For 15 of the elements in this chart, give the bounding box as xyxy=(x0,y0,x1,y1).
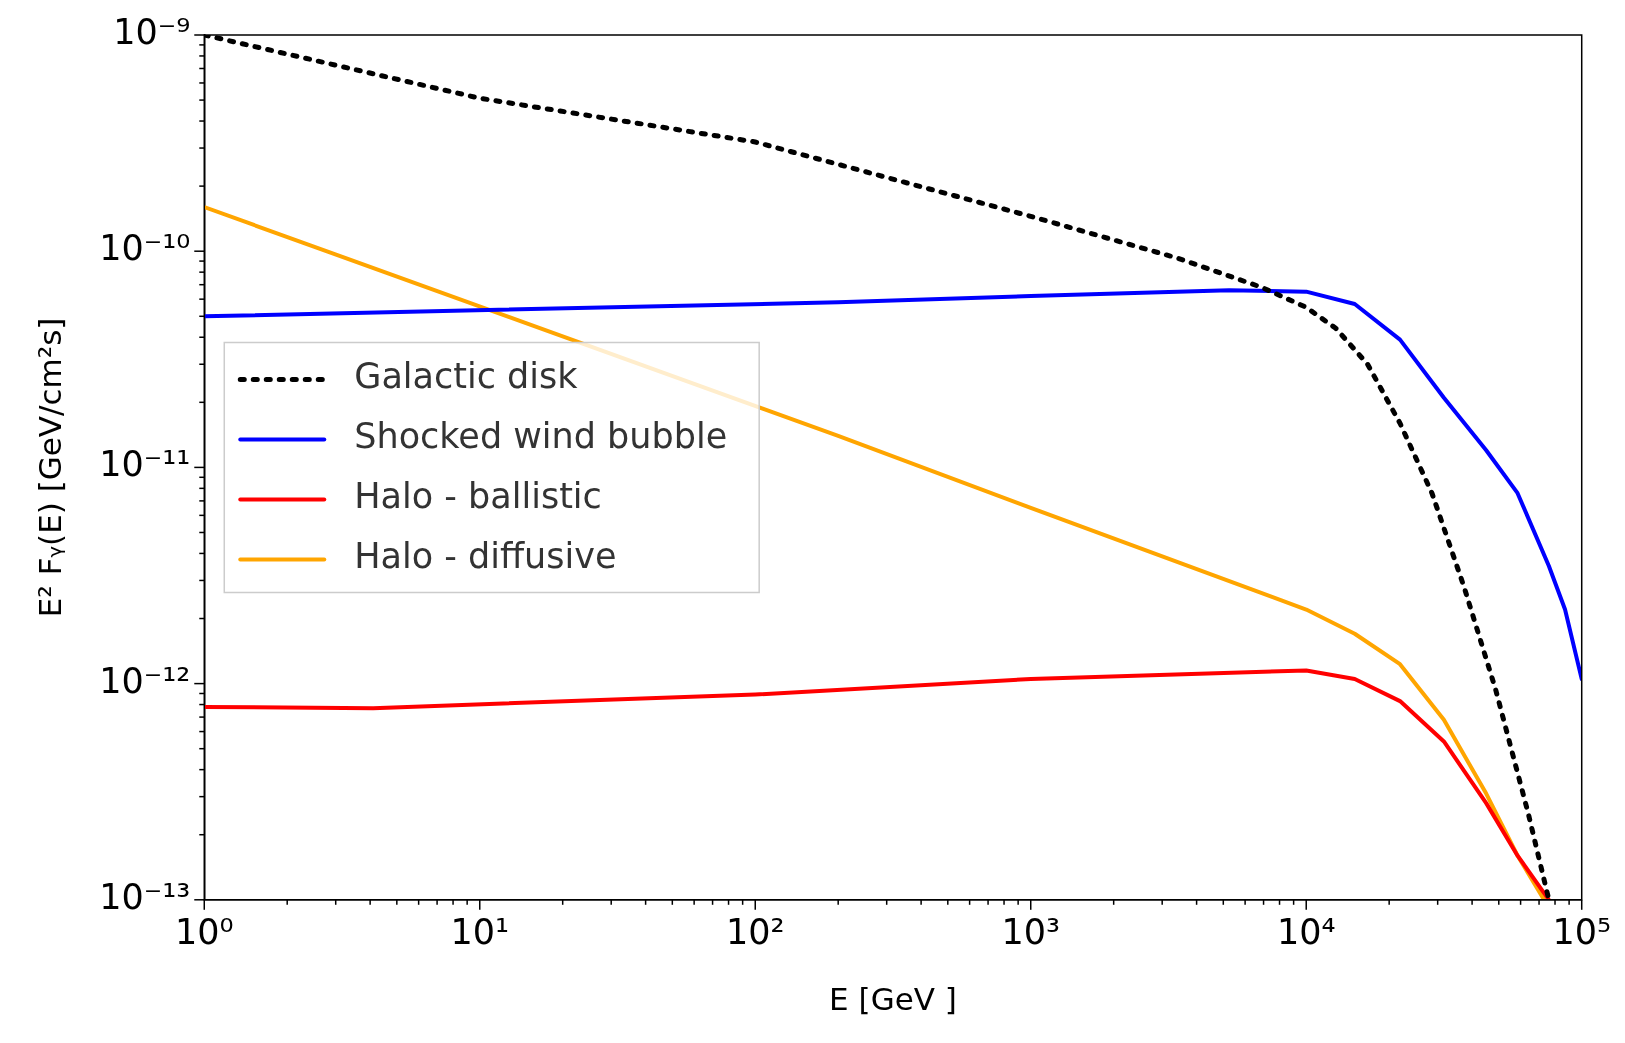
x-tick-label: 10³ xyxy=(1001,911,1061,952)
x-tick-label: 10⁵ xyxy=(1552,911,1612,952)
legend-label: Galactic disk xyxy=(354,356,579,397)
y-tick-label: 10⁻¹¹ xyxy=(99,444,191,485)
x-tick-label: 10⁴ xyxy=(1276,911,1336,952)
x-axis-title: E [GeV ] xyxy=(829,981,957,1018)
x-tick-label: 10¹ xyxy=(450,911,510,952)
legend-label: Halo - ballistic xyxy=(354,476,602,517)
y-axis-title: E² Fᵧ(E) [GeV/cm²s] xyxy=(31,317,68,618)
y-tick-label: 10⁻¹² xyxy=(99,660,191,701)
legend-label: Halo - diffusive xyxy=(354,536,617,577)
legend-label: Shocked wind bubble xyxy=(354,416,728,457)
y-tick-label: 10⁻⁹ xyxy=(113,12,191,53)
x-tick-label: 10² xyxy=(725,911,785,952)
y-tick-label: 10⁻¹⁰ xyxy=(99,228,191,269)
